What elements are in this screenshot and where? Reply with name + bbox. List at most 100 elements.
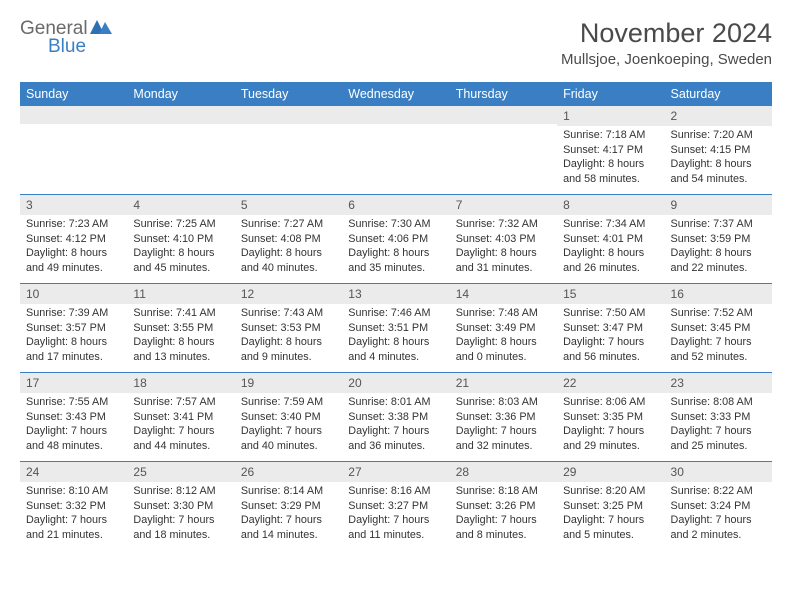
calendar-day-cell: 19Sunrise: 7:59 AMSunset: 3:40 PMDayligh… <box>235 373 342 461</box>
day-number: 15 <box>557 284 664 304</box>
day-details: Sunrise: 8:10 AMSunset: 3:32 PMDaylight:… <box>20 482 127 546</box>
sunset-text: Sunset: 3:41 PM <box>133 410 228 425</box>
sunset-text: Sunset: 3:38 PM <box>348 410 443 425</box>
calendar-day-cell: 28Sunrise: 8:18 AMSunset: 3:26 PMDayligh… <box>450 462 557 550</box>
day-details: Sunrise: 8:18 AMSunset: 3:26 PMDaylight:… <box>450 482 557 546</box>
logo-text-blue: Blue <box>48 37 112 56</box>
sunrise-text: Sunrise: 7:32 AM <box>456 217 551 232</box>
calendar-day-cell: 11Sunrise: 7:41 AMSunset: 3:55 PMDayligh… <box>127 284 234 372</box>
sunset-text: Sunset: 3:32 PM <box>26 499 121 514</box>
day-details: Sunrise: 7:34 AMSunset: 4:01 PMDaylight:… <box>557 215 664 279</box>
calendar-day-cell <box>450 106 557 194</box>
sunset-text: Sunset: 3:29 PM <box>241 499 336 514</box>
day-details: Sunrise: 8:14 AMSunset: 3:29 PMDaylight:… <box>235 482 342 546</box>
sunrise-text: Sunrise: 7:18 AM <box>563 128 658 143</box>
day-number: 20 <box>342 373 449 393</box>
daylight-text: Daylight: 8 hours and 13 minutes. <box>133 335 228 364</box>
daylight-text: Daylight: 7 hours and 5 minutes. <box>563 513 658 542</box>
sunset-text: Sunset: 3:47 PM <box>563 321 658 336</box>
sunset-text: Sunset: 3:24 PM <box>671 499 766 514</box>
day-details: Sunrise: 7:32 AMSunset: 4:03 PMDaylight:… <box>450 215 557 279</box>
day-number: 7 <box>450 195 557 215</box>
day-details: Sunrise: 7:41 AMSunset: 3:55 PMDaylight:… <box>127 304 234 368</box>
daylight-text: Daylight: 7 hours and 18 minutes. <box>133 513 228 542</box>
daylight-text: Daylight: 7 hours and 40 minutes. <box>241 424 336 453</box>
calendar-week-row: 1Sunrise: 7:18 AMSunset: 4:17 PMDaylight… <box>20 106 772 194</box>
calendar-day-cell: 20Sunrise: 8:01 AMSunset: 3:38 PMDayligh… <box>342 373 449 461</box>
calendar-day-cell: 5Sunrise: 7:27 AMSunset: 4:08 PMDaylight… <box>235 195 342 283</box>
sunrise-text: Sunrise: 7:30 AM <box>348 217 443 232</box>
calendar-day-cell: 26Sunrise: 8:14 AMSunset: 3:29 PMDayligh… <box>235 462 342 550</box>
calendar-day-cell: 6Sunrise: 7:30 AMSunset: 4:06 PMDaylight… <box>342 195 449 283</box>
calendar-day-cell: 1Sunrise: 7:18 AMSunset: 4:17 PMDaylight… <box>557 106 664 194</box>
day-details <box>20 124 127 184</box>
daylight-text: Daylight: 7 hours and 36 minutes. <box>348 424 443 453</box>
day-details: Sunrise: 8:06 AMSunset: 3:35 PMDaylight:… <box>557 393 664 457</box>
sunset-text: Sunset: 3:49 PM <box>456 321 551 336</box>
sunrise-text: Sunrise: 7:20 AM <box>671 128 766 143</box>
day-number: 21 <box>450 373 557 393</box>
day-details: Sunrise: 8:08 AMSunset: 3:33 PMDaylight:… <box>665 393 772 457</box>
sunset-text: Sunset: 3:55 PM <box>133 321 228 336</box>
day-details: Sunrise: 7:20 AMSunset: 4:15 PMDaylight:… <box>665 126 772 190</box>
daylight-text: Daylight: 8 hours and 45 minutes. <box>133 246 228 275</box>
day-details: Sunrise: 7:57 AMSunset: 3:41 PMDaylight:… <box>127 393 234 457</box>
month-title: November 2024 <box>561 18 772 49</box>
daylight-text: Daylight: 8 hours and 9 minutes. <box>241 335 336 364</box>
day-number: 22 <box>557 373 664 393</box>
sunset-text: Sunset: 3:33 PM <box>671 410 766 425</box>
daylight-text: Daylight: 7 hours and 11 minutes. <box>348 513 443 542</box>
sunrise-text: Sunrise: 8:10 AM <box>26 484 121 499</box>
sunset-text: Sunset: 3:43 PM <box>26 410 121 425</box>
day-number: 17 <box>20 373 127 393</box>
day-number <box>127 106 234 124</box>
calendar-week-row: 17 Sunrise: 7:55 AMSunset: 3:43 PM Dayligh… <box>20 372 772 461</box>
day-details <box>127 124 234 184</box>
calendar-day-cell: 16Sunrise: 7:52 AMSunset: 3:45 PMDayligh… <box>665 284 772 372</box>
weekday-header-row: Sunday Monday Tuesday Wednesday Thursday… <box>20 82 772 106</box>
day-details: Sunrise: 7:48 AMSunset: 3:49 PMDaylight:… <box>450 304 557 368</box>
sunset-text: Sunset: 4:12 PM <box>26 232 121 247</box>
weekday-header: Saturday <box>665 82 772 106</box>
calendar-day-cell: 29Sunrise: 8:20 AMSunset: 3:25 PMDayligh… <box>557 462 664 550</box>
location-text: Mullsjoe, Joenkoeping, Sweden <box>561 51 772 68</box>
day-details: Sunrise: 8:03 AMSunset: 3:36 PMDaylight:… <box>450 393 557 457</box>
day-number: 12 <box>235 284 342 304</box>
day-details <box>342 124 449 184</box>
day-number: 29 <box>557 462 664 482</box>
sunset-text: Sunset: 3:53 PM <box>241 321 336 336</box>
sunrise-text: Sunrise: 7:48 AM <box>456 306 551 321</box>
day-number: 27 <box>342 462 449 482</box>
day-details: Sunrise: 7:30 AMSunset: 4:06 PMDaylight:… <box>342 215 449 279</box>
day-details: Sunrise: 7:27 AMSunset: 4:08 PMDaylight:… <box>235 215 342 279</box>
daylight-text: Daylight: 7 hours and 52 minutes. <box>671 335 766 364</box>
sunrise-text: Sunrise: 8:03 AM <box>456 395 551 410</box>
sunrise-text: Sunrise: 7:41 AM <box>133 306 228 321</box>
daylight-text: Daylight: 8 hours and 35 minutes. <box>348 246 443 275</box>
daylight-text: Daylight: 7 hours and 56 minutes. <box>563 335 658 364</box>
day-details: Sunrise: 7:52 AMSunset: 3:45 PMDaylight:… <box>665 304 772 368</box>
calendar-day-cell: 8Sunrise: 7:34 AMSunset: 4:01 PMDaylight… <box>557 195 664 283</box>
day-details: Sunrise: 8:12 AMSunset: 3:30 PMDaylight:… <box>127 482 234 546</box>
daylight-text: Daylight: 7 hours and 21 minutes. <box>26 513 121 542</box>
sunset-text: Sunset: 3:45 PM <box>671 321 766 336</box>
daylight-text: Daylight: 8 hours and 4 minutes. <box>348 335 443 364</box>
calendar: Sunday Monday Tuesday Wednesday Thursday… <box>20 82 772 550</box>
calendar-day-cell: 7Sunrise: 7:32 AMSunset: 4:03 PMDaylight… <box>450 195 557 283</box>
sunrise-text: Sunrise: 7:23 AM <box>26 217 121 232</box>
daylight-text: Daylight: 7 hours and 44 minutes. <box>133 424 228 453</box>
sunrise-text: Sunrise: 8:16 AM <box>348 484 443 499</box>
day-number: 6 <box>342 195 449 215</box>
weekday-header: Wednesday <box>342 82 449 106</box>
weekday-header: Monday <box>127 82 234 106</box>
sunset-text: Sunset: 3:35 PM <box>563 410 658 425</box>
day-number: 28 <box>450 462 557 482</box>
daylight-text: Daylight: 8 hours and 40 minutes. <box>241 246 336 275</box>
day-number: 19 <box>235 373 342 393</box>
day-details: Sunrise: 8:20 AMSunset: 3:25 PMDaylight:… <box>557 482 664 546</box>
day-details <box>235 124 342 184</box>
day-details: Sunrise: 8:22 AMSunset: 3:24 PMDaylight:… <box>665 482 772 546</box>
day-number: 10 <box>20 284 127 304</box>
sunrise-text: Sunrise: 7:55 AM <box>26 395 121 410</box>
sunset-text: Sunset: 4:08 PM <box>241 232 336 247</box>
